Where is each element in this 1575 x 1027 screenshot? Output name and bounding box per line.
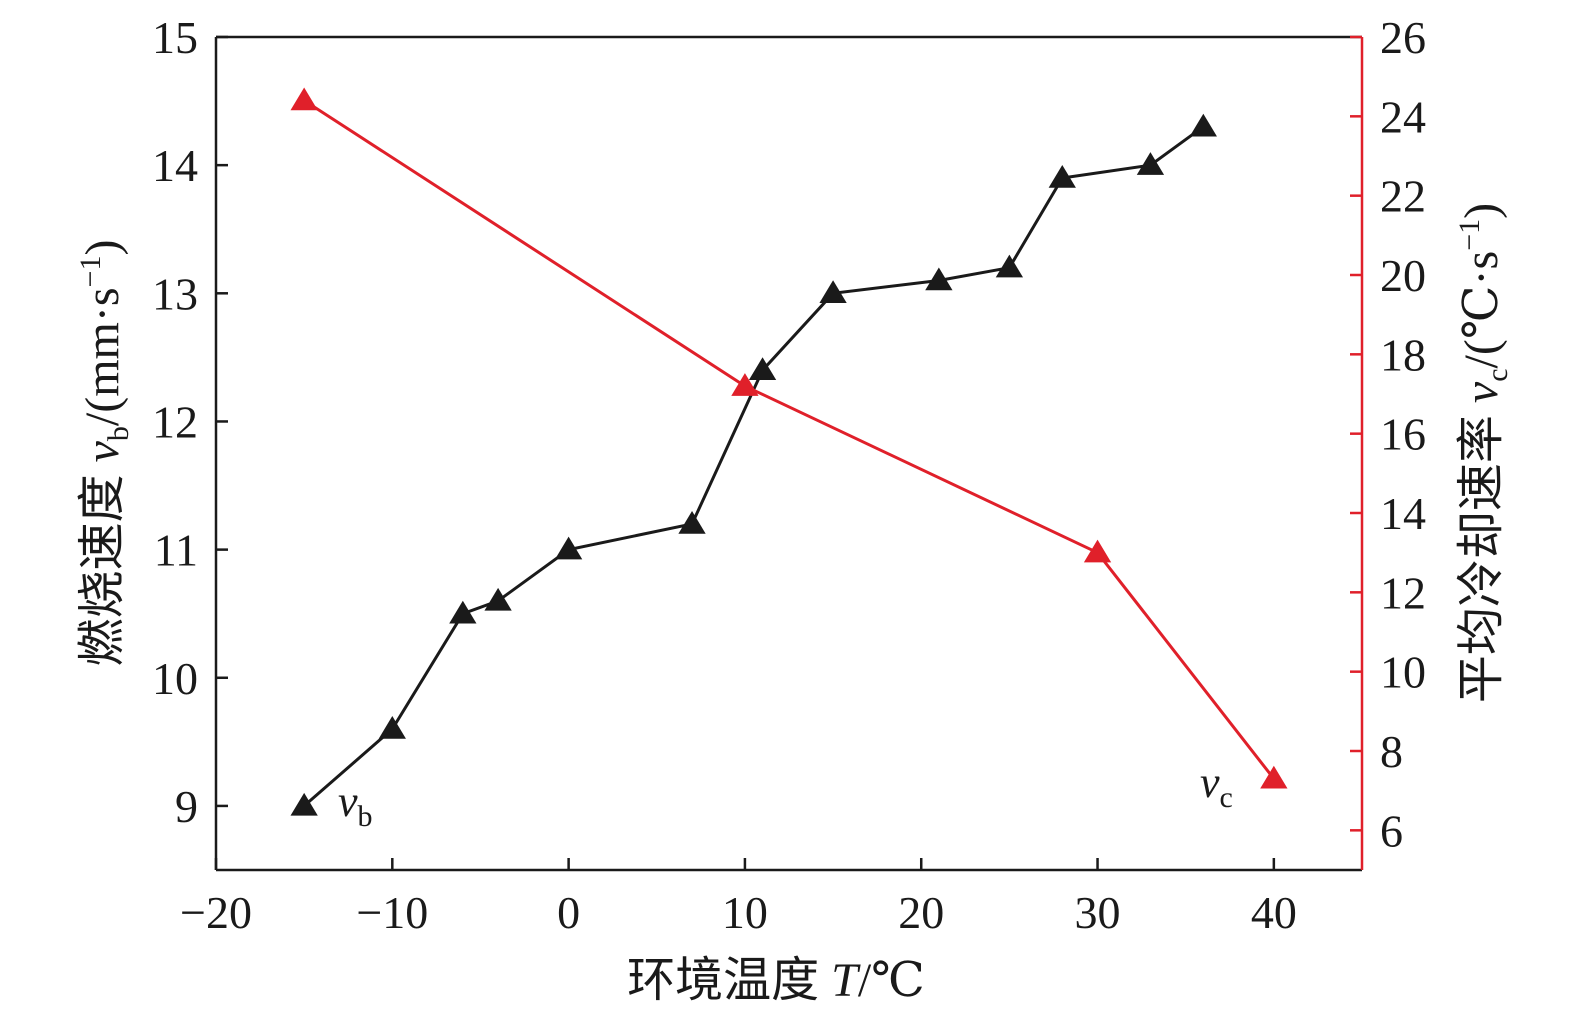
left-y-title-var: v [76,440,129,462]
right-tick-label: 14 [1380,488,1426,539]
left-y-title-unit: /(mm·s [76,287,129,426]
x-tick-label: 0 [557,887,580,938]
data-point-vb [484,587,512,611]
series-tag-vc-sub: c [1220,781,1233,814]
data-point-vb [1136,152,1165,175]
series-line-vc [303,99,1276,780]
series-layer [290,87,1288,816]
series-tag-vc-var: v [1200,758,1220,807]
right-y-title-text: 平均冷却速率 [1455,403,1508,703]
right-tick-label: 22 [1380,171,1426,222]
data-point-vc [290,87,318,111]
series-tag-vb: vb [338,777,373,833]
data-point-vb [554,536,583,560]
left-y-title-text: 燃烧速度 [76,462,129,666]
right-y-title-close: ) [1455,203,1508,219]
data-point-vb [1048,164,1076,188]
data-point-vb [925,267,953,291]
left-y-title-sub: b [102,426,135,441]
data-point-vb [378,716,406,739]
data-point-vc [1083,539,1112,563]
left-tick-label: 13 [152,268,198,319]
x-tick-label: 10 [722,887,768,938]
left-tick-label: 11 [154,525,198,576]
right-tick-label: 24 [1380,91,1426,142]
x-axis-title-unit: /℃ [858,954,925,1007]
right-y-title-var: v [1455,381,1508,403]
right-tick-label: 16 [1380,409,1426,460]
x-tick-label: −20 [180,887,252,938]
data-point-vb [1189,113,1217,137]
x-axis-title-text: 环境温度 [627,954,831,1007]
data-point-vc [731,373,759,396]
right-tick-label: 6 [1380,805,1403,856]
right-tick-label: 18 [1380,329,1426,380]
left-y-axis-title: 燃烧速度 vb/(mm·s−1) [74,240,135,667]
right-tick-label: 8 [1380,726,1403,777]
left-axis-ticks: 9 10 11 12 13 14 15 [152,12,228,832]
x-tick-label: 40 [1251,887,1297,938]
right-tick-label: 12 [1380,567,1426,618]
data-point-vb [748,357,777,380]
data-point-vb [290,792,318,816]
right-tick-label: 20 [1380,250,1426,301]
data-point-vb [678,510,706,534]
right-tick-label: 26 [1380,12,1426,63]
series-line-vb [303,125,1205,808]
x-tick-label: −10 [356,887,428,938]
data-point-vc [1260,765,1288,789]
right-y-title-unit: /(℃·s [1455,251,1508,369]
right-tick-label: 10 [1380,647,1426,698]
left-tick-label: 12 [152,396,198,447]
right-axis-ticks: 6 8 10 12 14 16 18 20 22 24 26 [1350,12,1426,856]
left-y-title-close: ) [76,240,129,256]
x-tick-label: 20 [898,887,944,938]
data-point-vb [819,280,847,304]
series-tag-vc: vc [1200,758,1233,814]
x-axis-ticks: −20 −10 0 10 20 30 40 [180,858,1297,938]
left-tick-label: 10 [152,653,198,704]
left-tick-label: 14 [152,140,198,191]
x-axis-title: 环境温度 T/℃ [627,954,925,1007]
right-y-axis-title: 平均冷却速率 vc/(℃·s−1) [1453,203,1514,703]
right-y-title-sub: c [1481,368,1514,381]
left-tick-label: 15 [152,12,198,63]
x-tick-label: 30 [1075,887,1121,938]
left-tick-label: 9 [175,781,198,832]
right-y-title-sup: −1 [1453,219,1486,251]
series-tag-vb-var: v [338,777,358,826]
data-point-vb [995,254,1024,278]
left-y-title-sup: −1 [74,256,107,288]
x-axis-title-var: T [831,954,861,1007]
series-tag-vb-sub: b [358,800,373,833]
data-point-vb [449,600,477,624]
